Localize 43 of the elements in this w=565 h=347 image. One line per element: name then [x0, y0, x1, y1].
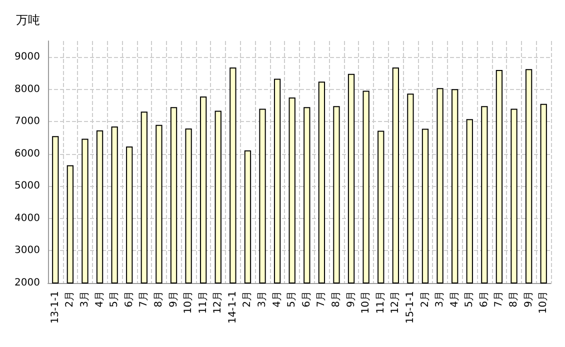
x-tick-label: 6月	[124, 291, 135, 308]
x-tick-label: 8月	[330, 291, 342, 308]
x-tick-label: 5月	[286, 291, 298, 308]
x-tick-label: 9月	[523, 291, 534, 308]
x-tick-label: 8月	[153, 291, 164, 308]
y-axis-title: 万吨	[16, 13, 40, 27]
y-tick-label: 4000	[14, 212, 40, 224]
x-tick-label: 6月	[478, 291, 490, 308]
y-tick-label: 5000	[14, 180, 40, 192]
x-tick-label: 10月	[183, 291, 194, 314]
x-tick-label: 5月	[464, 291, 476, 308]
y-tick-label: 9000	[14, 52, 40, 63]
x-tick-label: 3月	[434, 291, 446, 308]
x-tick-label: 5月	[109, 291, 120, 308]
y-tick-label: 6000	[14, 148, 40, 160]
x-tick-label: 4月	[94, 291, 106, 308]
x-tick-label: 14-1-1	[227, 291, 238, 324]
x-tick-label: 9月	[346, 291, 357, 308]
x-tick-label: 8月	[508, 291, 520, 308]
x-tick-label: 10月	[538, 291, 550, 314]
x-tick-label: 12月	[212, 291, 224, 314]
x-tick-label: 2月	[242, 291, 254, 308]
y-tick-label: 8000	[14, 84, 40, 95]
x-tick-label: 7月	[138, 291, 150, 308]
x-tick-label: 10月	[360, 291, 372, 314]
x-tick-label: 3月	[257, 291, 268, 308]
x-tick-label: 4月	[272, 291, 283, 308]
y-tick-label: 2000	[14, 278, 40, 288]
x-tick-label: 2月	[64, 291, 76, 308]
y-tick-label: 7000	[14, 116, 40, 128]
x-tick-label: 13-1-1	[50, 291, 61, 324]
x-tick-label: 6月	[301, 291, 312, 308]
y-tick-label: 3000	[14, 245, 40, 256]
x-tick-label: 12月	[390, 291, 402, 314]
x-tick-label: 2月	[420, 291, 431, 308]
x-tick-label: 3月	[79, 291, 90, 308]
x-tick-label: 11月	[375, 291, 386, 314]
x-tick-label: 4月	[449, 291, 460, 308]
x-tick-label: 11月	[198, 291, 209, 314]
x-tick-label: 9月	[168, 291, 180, 308]
x-tick-label: 15-1-1	[404, 291, 416, 324]
x-tick-label: 7月	[316, 291, 328, 308]
x-tick-label: 7月	[494, 291, 505, 308]
